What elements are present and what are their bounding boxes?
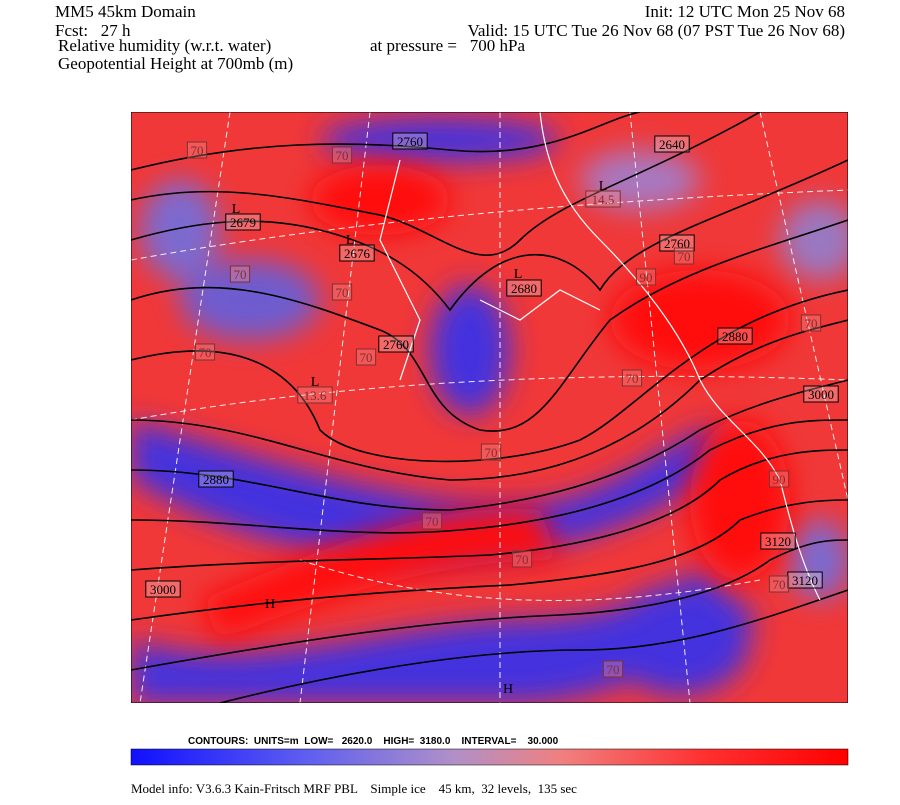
height-label: 2679 bbox=[230, 215, 256, 230]
high-marker: H bbox=[503, 682, 513, 697]
rh-label: 70 bbox=[336, 148, 349, 163]
rh-label-box bbox=[585, 190, 621, 208]
rh-label: 70 bbox=[516, 552, 529, 567]
rh-label: 90 bbox=[773, 472, 786, 487]
low-marker: L bbox=[514, 267, 523, 282]
rh-label: 70 bbox=[773, 577, 786, 592]
rh-label: 70 bbox=[805, 316, 818, 331]
height-label-box bbox=[760, 532, 796, 550]
height-label: 2676 bbox=[344, 246, 371, 261]
rh-label-box bbox=[186, 141, 208, 159]
rh-label: 70 bbox=[191, 143, 204, 158]
low-marker: L bbox=[311, 375, 320, 390]
height-label-box bbox=[225, 213, 261, 231]
height-label: 2880 bbox=[203, 472, 229, 487]
high-marker: H bbox=[265, 597, 275, 612]
height-label: 3120 bbox=[792, 573, 818, 588]
height-label-box bbox=[145, 580, 181, 598]
rh-label: 14.5 bbox=[592, 192, 615, 207]
contour-info: CONTOURS: UNITS=m LOW= 2620.0 HIGH= 3180… bbox=[188, 736, 559, 747]
rh-label: 70 bbox=[426, 514, 439, 529]
rh-label: 70 bbox=[626, 371, 639, 386]
rh-label-box bbox=[331, 283, 353, 301]
height-label: 2760 bbox=[664, 236, 690, 251]
height-label-box bbox=[654, 135, 690, 153]
domain: MM5 45km Domain bbox=[55, 2, 196, 21]
rh-label: 70 bbox=[199, 345, 212, 360]
height-label: 3000 bbox=[150, 582, 176, 597]
rh-label-box bbox=[768, 575, 790, 593]
rh-label: 70 bbox=[678, 249, 691, 264]
rh-label: 13.6 bbox=[304, 388, 327, 403]
rh-label: 90 bbox=[640, 270, 653, 285]
map bbox=[131, 112, 848, 703]
rh-label-box bbox=[800, 314, 822, 332]
height-label-box bbox=[803, 385, 839, 403]
height-label-box bbox=[378, 335, 414, 353]
low-marker: L bbox=[232, 202, 241, 217]
height-label-box bbox=[392, 132, 428, 150]
valid-time: Valid: 15 UTC Tue 26 Nov 68 (07 PST Tue … bbox=[467, 21, 845, 40]
color-bar bbox=[130, 748, 849, 766]
height-label: 2680 bbox=[511, 281, 537, 296]
rh-label: 70 bbox=[360, 350, 373, 365]
rh-label: 70 bbox=[234, 267, 247, 282]
low-marker: L bbox=[346, 233, 355, 248]
height-label-box bbox=[339, 244, 375, 262]
rh-label-box bbox=[673, 247, 695, 265]
height-label: 2640 bbox=[659, 137, 685, 152]
rh-label-box bbox=[229, 265, 251, 283]
rh-label-box bbox=[421, 512, 443, 530]
rh-label-box bbox=[635, 268, 657, 286]
rh-label: 70 bbox=[485, 445, 498, 460]
height-label: 2760 bbox=[383, 337, 409, 352]
rh-label-box bbox=[194, 343, 216, 361]
field-name: Relative humidity (w.r.t. water) bbox=[58, 36, 271, 55]
rh-label-box bbox=[297, 386, 333, 404]
height-label: 2760 bbox=[397, 134, 423, 149]
rh-label-box bbox=[480, 443, 502, 461]
height-label: 3000 bbox=[808, 387, 834, 402]
pressure: at pressure = 700 hPa bbox=[370, 36, 525, 55]
rh-label: 70 bbox=[607, 662, 620, 677]
field-name: Geopotential Height at 700mb (m) bbox=[58, 54, 293, 73]
rh-label-box bbox=[331, 146, 353, 164]
height-label-box bbox=[198, 470, 234, 488]
rh-label-box bbox=[768, 470, 790, 488]
rh-label-box bbox=[602, 660, 624, 678]
height-label: 3120 bbox=[765, 534, 791, 549]
forecast: Fcst: 27 h bbox=[55, 21, 131, 40]
rh-label-box bbox=[511, 550, 533, 568]
height-label-box bbox=[506, 279, 542, 297]
height-label-box bbox=[787, 571, 823, 589]
height-label: 2880 bbox=[722, 329, 748, 344]
model-info: Model info: V3.6.3 Kain-Fritsch MRF PBL … bbox=[131, 781, 577, 796]
rh-label: 70 bbox=[336, 285, 349, 300]
low-marker: L bbox=[599, 179, 608, 194]
init-time: Init: 12 UTC Mon 25 Nov 68 bbox=[645, 2, 845, 21]
height-label-box bbox=[717, 327, 753, 345]
rh-label-box bbox=[621, 369, 643, 387]
height-label-box bbox=[659, 234, 695, 252]
rh-label-box bbox=[355, 348, 377, 366]
